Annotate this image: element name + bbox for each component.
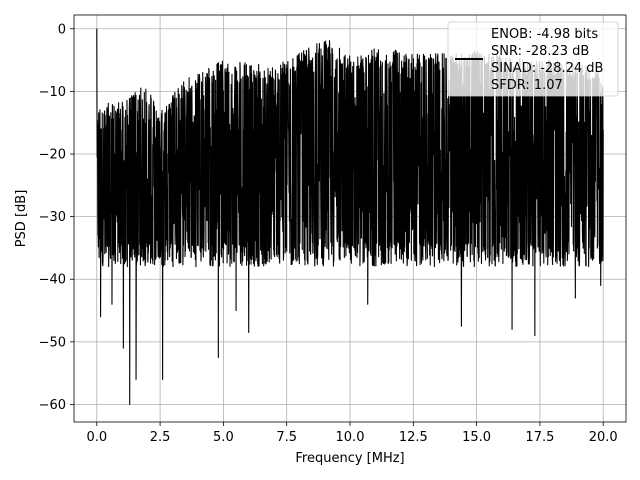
legend-entry-enob: ENOB: -4.98 bits [491, 27, 598, 42]
legend: ENOB: -4.98 bits SNR: -28.23 dB SINAD: -… [447, 21, 619, 97]
psd-series-line [96, 28, 604, 406]
x-tick-label: 20.0 [589, 430, 618, 445]
x-axis-label: Frequency [MHz] [295, 451, 404, 466]
x-tick-label: 10.0 [336, 430, 365, 445]
x-tick-label: 7.5 [276, 430, 297, 445]
y-tick-label: 0 [58, 22, 66, 37]
y-tick-label: −30 [39, 210, 66, 225]
x-tick-label: 12.5 [399, 430, 428, 445]
y-tick-label: −20 [39, 148, 66, 163]
x-tick-label: 2.5 [150, 430, 171, 445]
ticks: 0.0 2.5 5.0 7.5 10.0 12.5 15.0 17.5 20.0 0 −10 −20 −… [39, 22, 618, 445]
x-tick-label: 5.0 [213, 430, 234, 445]
y-tick-label: −60 [39, 398, 66, 413]
series-layer [96, 28, 604, 406]
y-tick-label: −50 [39, 335, 66, 350]
x-tick-label: 17.5 [525, 430, 554, 445]
y-tick-label: −40 [39, 273, 66, 288]
x-tick-label: 0.0 [86, 430, 107, 445]
y-tick-label: −10 [39, 85, 66, 100]
legend-entry-sfdr: SFDR: 1.07 [491, 78, 563, 93]
legend-entry-sinad: SINAD: -28.24 dB [491, 61, 603, 76]
legend-box [447, 21, 619, 97]
legend-entry-snr: SNR: -28.23 dB [491, 44, 589, 59]
x-tick-label: 15.0 [462, 430, 491, 445]
y-axis-label: PSD [dB] [14, 190, 29, 248]
